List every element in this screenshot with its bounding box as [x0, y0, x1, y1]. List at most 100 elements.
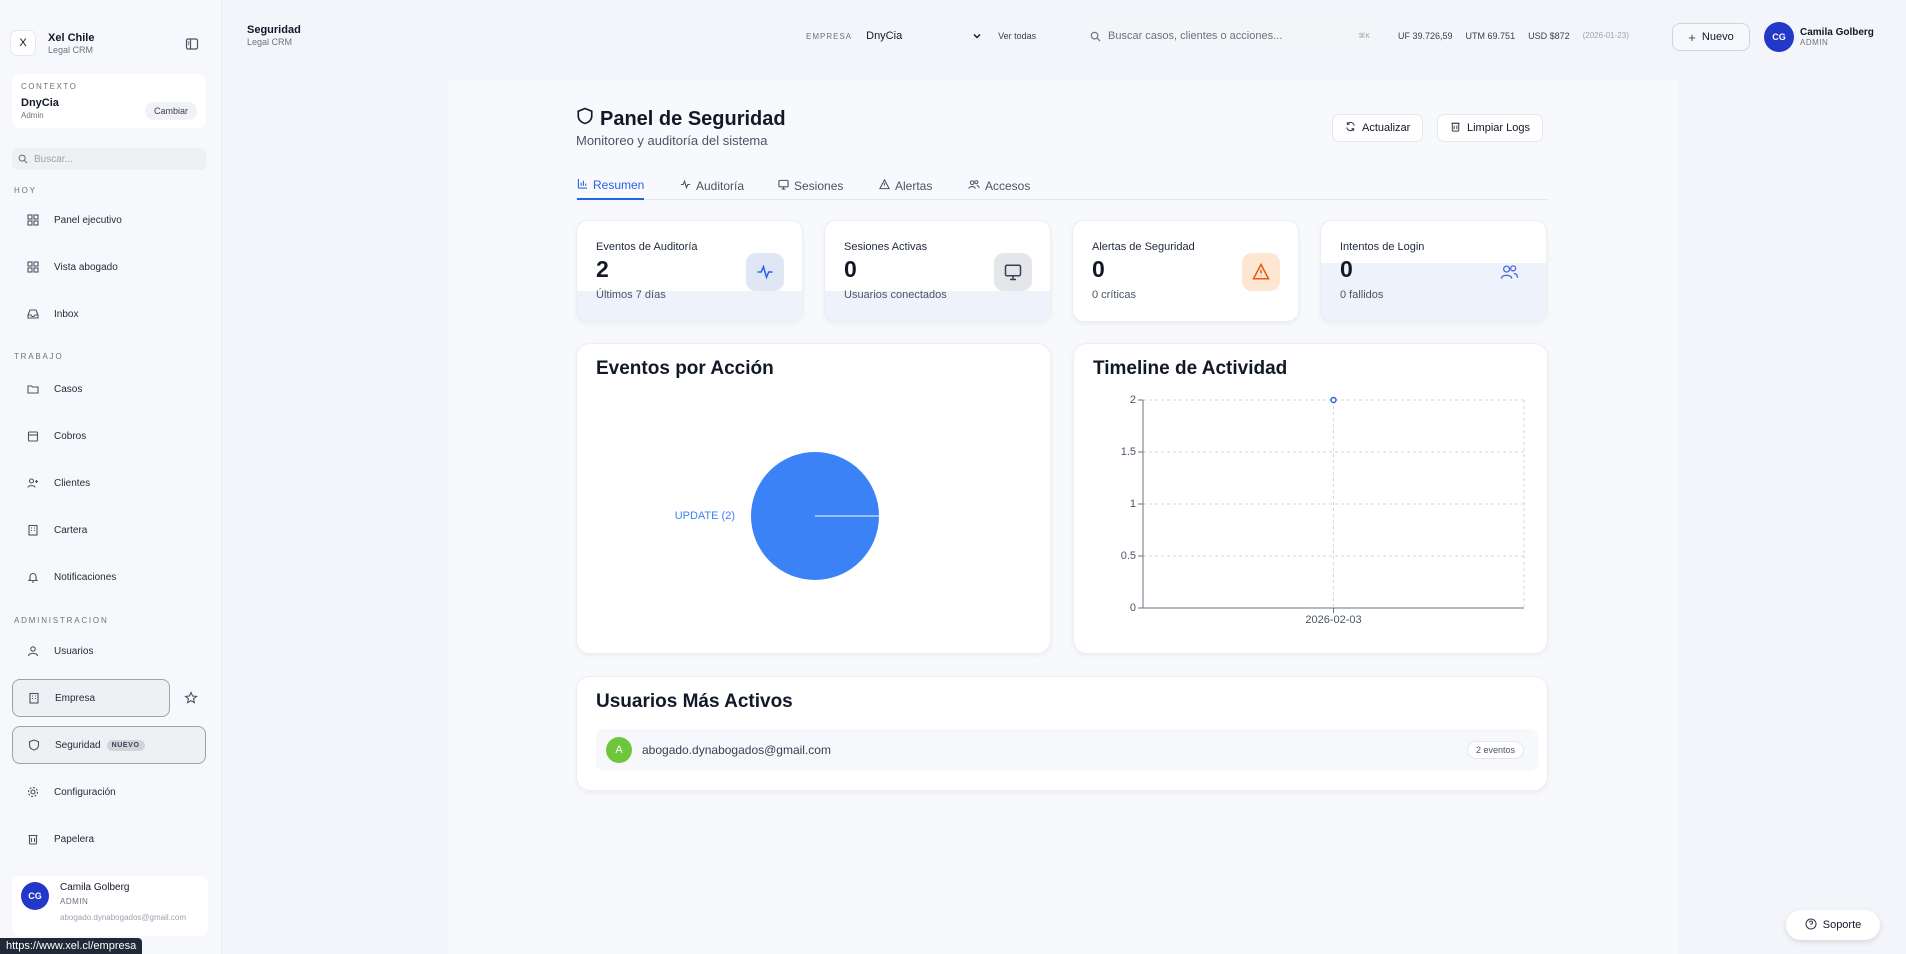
page-title-text: Panel de Seguridad: [600, 107, 786, 130]
sidebar-item-label: Papelera: [54, 833, 95, 845]
stat-subtext: Últimos 7 días: [596, 289, 666, 301]
building-icon: [27, 691, 41, 705]
support-button-label: Soporte: [1822, 919, 1862, 931]
y-tick-label: 1.5: [1121, 446, 1136, 458]
clear-logs-button[interactable]: Limpiar Logs: [1437, 114, 1543, 142]
keyboard-shortcut-hint: ⌘K: [1358, 33, 1370, 40]
stat-card-security-alerts: Alertas de Seguridad 0 0 críticas: [1072, 220, 1299, 322]
sidebar-item-configuracion[interactable]: Configuración: [12, 773, 206, 811]
tab-label: Alertas: [895, 179, 933, 193]
user-role: ADMIN: [60, 897, 89, 906]
user-icon: [26, 644, 40, 658]
new-badge: NUEVO: [106, 739, 145, 751]
stat-card-audit-events: Eventos de Auditoría 2 Últimos 7 días: [576, 220, 803, 322]
stat-card-active-sessions: Sesiones Activas 0 Usuarios conectados: [824, 220, 1051, 322]
section-label-administracion: ADMINISTRACION: [14, 616, 109, 625]
sidebar-item-label: Cobros: [54, 430, 87, 442]
ver-todas-link[interactable]: Ver todas: [998, 31, 1037, 41]
sidebar-item-vista-abogado[interactable]: Vista abogado: [12, 248, 206, 286]
bell-icon: [26, 570, 40, 584]
sidebar-item-papelera[interactable]: Papelera: [12, 820, 206, 858]
clear-logs-label: Limpiar Logs: [1467, 122, 1530, 134]
sidebar-item-label: Seguridad: [55, 739, 101, 751]
section-label-trabajo: TRABAJO: [14, 352, 64, 361]
user-role: ADMIN: [1800, 38, 1829, 47]
sidebar-item-clientes[interactable]: Clientes: [12, 464, 206, 502]
sidebar-item-notificaciones[interactable]: Notificaciones: [12, 558, 206, 596]
brand[interactable]: X Xel Chile Legal CRM: [10, 28, 210, 58]
sidebar-item-empresa[interactable]: Empresa: [12, 679, 170, 717]
sidebar-item-label: Inbox: [54, 308, 79, 320]
rate-date: (2026-01-23): [1582, 31, 1629, 40]
search-icon: [18, 154, 28, 164]
new-button[interactable]: + Nuevo: [1672, 23, 1750, 51]
stat-label: Alertas de Seguridad: [1092, 241, 1195, 253]
y-tick-label: 1: [1130, 498, 1136, 510]
list-item[interactable]: A abogado.dynabogados@gmail.com 2 evento…: [596, 729, 1538, 771]
refresh-icon: [1345, 121, 1356, 135]
change-context-button[interactable]: Cambiar: [144, 102, 197, 120]
new-button-label: Nuevo: [1701, 31, 1734, 43]
status-bar-url: https://www.xel.cl/empresa: [0, 938, 143, 954]
uf-rate: UF 39.726,59: [1398, 31, 1453, 41]
brand-subtitle: Legal CRM: [48, 44, 94, 55]
empresa-selected-value: DnyCia: [866, 30, 903, 42]
users-icon: [968, 179, 980, 193]
global-search-input[interactable]: [1108, 30, 1348, 42]
sidebar-item-panel-ejecutivo[interactable]: Panel ejecutivo: [12, 201, 206, 239]
usd-rate: USD $872: [1528, 31, 1570, 41]
tab-alertas[interactable]: Alertas: [879, 172, 932, 200]
stat-value: 2: [596, 256, 609, 282]
sidebar-item-seguridad[interactable]: Seguridad NUEVO: [12, 726, 206, 764]
sidebar-item-inbox[interactable]: Inbox: [12, 295, 206, 333]
chart-title: Eventos por Acción: [596, 358, 774, 379]
tab-accesos[interactable]: Accesos: [968, 172, 1030, 200]
activity-icon: [746, 253, 784, 291]
tab-sesiones[interactable]: Sesiones: [778, 172, 843, 200]
chevron-down-icon: [973, 33, 981, 39]
empresa-select[interactable]: DnyCia: [862, 22, 982, 50]
sidebar-item-label: Configuración: [54, 786, 116, 798]
y-tick-label: 2: [1130, 394, 1136, 406]
tab-label: Auditoría: [696, 179, 745, 193]
sidebar-search[interactable]: [12, 148, 206, 170]
topbar-user-menu[interactable]: CG Camila Golberg ADMIN: [1764, 22, 1874, 52]
gear-icon: [26, 785, 40, 799]
user-email: abogado.dynabogados@gmail.com: [642, 743, 831, 757]
sidebar-item-label: Cartera: [54, 524, 88, 536]
context-company: DnyCia: [21, 97, 59, 109]
breadcrumb: Seguridad Legal CRM: [247, 24, 301, 47]
stat-value: 0: [1340, 256, 1353, 282]
user-email: abogado.dynabogados@gmail.com: [60, 913, 186, 922]
bar-chart-icon: [577, 178, 588, 192]
page-title: Panel de Seguridad: [576, 107, 786, 131]
favorite-star-icon[interactable]: [184, 691, 198, 705]
warning-icon: [1242, 253, 1280, 291]
sidebar-item-cobros[interactable]: Cobros: [12, 417, 206, 455]
sidebar-user-card[interactable]: CG Camila Golberg ADMIN abogado.dynaboga…: [12, 876, 208, 936]
refresh-button[interactable]: Actualizar: [1332, 114, 1424, 142]
sidebar-search-input[interactable]: [34, 153, 194, 165]
stat-value: 0: [844, 256, 857, 282]
sidebar-item-usuarios[interactable]: Usuarios: [12, 632, 206, 670]
brand-name: Xel Chile: [48, 31, 95, 44]
calendar-icon: [26, 429, 40, 443]
sidebar-item-label: Vista abogado: [54, 261, 118, 273]
x-tick-label: 2026-02-03: [1305, 614, 1361, 626]
sidebar-item-cartera[interactable]: Cartera: [12, 511, 206, 549]
sidebar-item-label: Empresa: [55, 692, 96, 704]
sidebar-item-label: Panel ejecutivo: [54, 214, 122, 226]
currency-rates: UF 39.726,59 UTM 69.751 USD $872 (2026-0…: [1398, 31, 1629, 41]
global-search[interactable]: ⌘K: [1082, 23, 1382, 49]
support-button[interactable]: Soporte: [1786, 910, 1880, 940]
monitor-icon: [994, 253, 1032, 291]
tab-auditoria[interactable]: Auditoría: [680, 172, 744, 200]
sidebar-collapse-icon[interactable]: [185, 37, 199, 51]
context-role: Admin: [21, 111, 44, 120]
help-circle-icon: [1805, 917, 1817, 933]
tab-resumen[interactable]: Resumen: [577, 172, 645, 200]
stat-label: Eventos de Auditoría: [596, 241, 698, 253]
user-name: Camila Golberg: [1800, 27, 1874, 38]
sidebar-item-casos[interactable]: Casos: [12, 370, 206, 408]
most-active-users-panel: Usuarios Más Activos A abogado.dynabogad…: [576, 676, 1548, 791]
